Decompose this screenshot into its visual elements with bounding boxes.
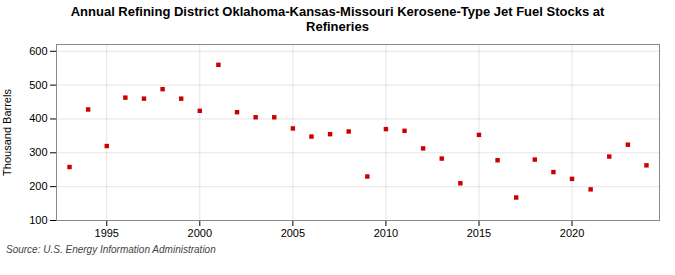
svg-text:1995: 1995 bbox=[95, 227, 119, 239]
svg-text:2010: 2010 bbox=[374, 227, 398, 239]
svg-text:2000: 2000 bbox=[188, 227, 212, 239]
svg-text:500: 500 bbox=[29, 79, 47, 91]
svg-text:Thousand Barrels: Thousand Barrels bbox=[1, 89, 13, 176]
svg-text:2015: 2015 bbox=[467, 227, 491, 239]
html-text:Source: U.S. Energy Informatio: Source: U.S. Energy Information Administ… bbox=[6, 244, 216, 255]
svg-text:600: 600 bbox=[29, 45, 47, 57]
html-text:Annual Refining District Oklah: Annual Refining District Oklahoma-Kansas… bbox=[70, 4, 605, 34]
svg-text:2005: 2005 bbox=[281, 227, 305, 239]
svg-text:300: 300 bbox=[29, 146, 47, 158]
svg-text:100: 100 bbox=[29, 214, 47, 226]
svg-text:400: 400 bbox=[29, 112, 47, 124]
svg-text:2020: 2020 bbox=[560, 227, 584, 239]
svg-text:200: 200 bbox=[29, 180, 47, 192]
